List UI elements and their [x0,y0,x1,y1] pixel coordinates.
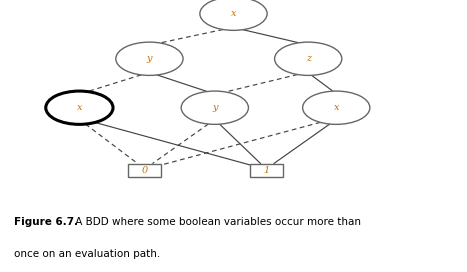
Ellipse shape [275,42,342,75]
Ellipse shape [303,91,370,124]
Ellipse shape [181,91,248,124]
Text: x: x [77,103,82,112]
Ellipse shape [116,42,183,75]
Bar [250,163,283,177]
Text: y: y [147,54,152,63]
Text: x: x [333,103,339,112]
Text: once on an evaluation path.: once on an evaluation path. [14,249,160,259]
Text: z: z [306,54,311,63]
Text: 1: 1 [263,166,269,175]
Text: y: y [212,103,218,112]
Text: A BDD where some boolean variables occur more than: A BDD where some boolean variables occur… [72,217,361,227]
Text: x: x [231,9,236,18]
Ellipse shape [46,91,113,124]
Text: Figure 6.7.: Figure 6.7. [14,217,78,227]
Bar [128,163,161,177]
Text: 0: 0 [142,166,148,175]
Ellipse shape [200,0,267,30]
